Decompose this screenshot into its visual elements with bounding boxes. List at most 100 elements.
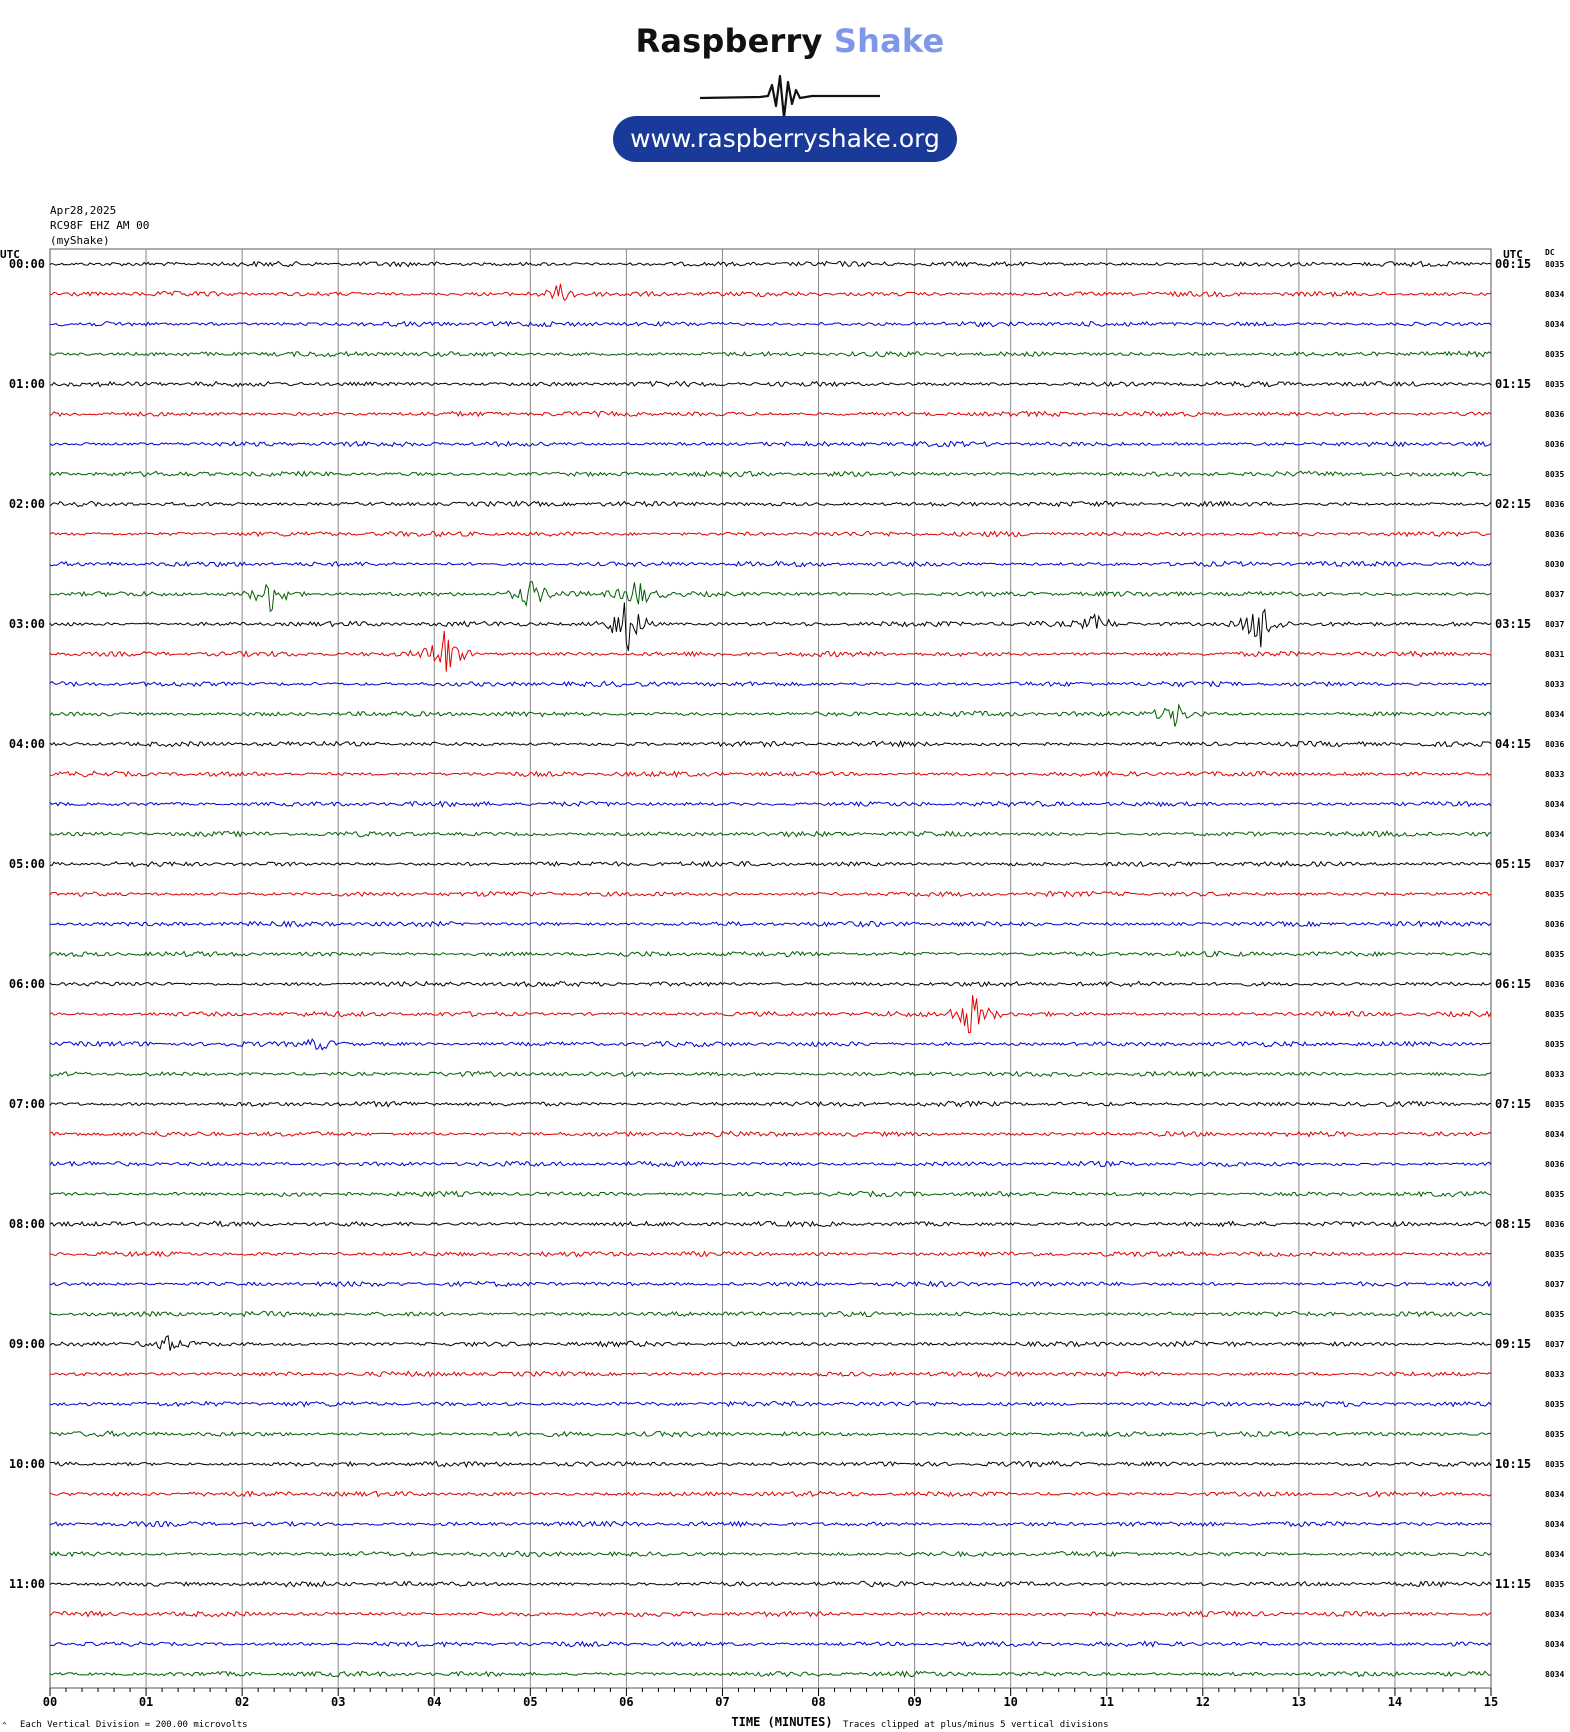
dc-header: DC [1545,248,1555,257]
x-tick-label-11: 11 [1100,1695,1114,1709]
right-time-label-03:15: 03:15 [1495,617,1531,631]
trace-0515 [49,890,1492,898]
trace-0030 [49,320,1492,328]
trace-1100 [49,1580,1492,1588]
trace-0245 [49,581,1492,613]
dc-label: 8034 [1545,1550,1564,1559]
dc-label: 8037 [1545,620,1564,629]
dc-label: 8033 [1545,680,1564,689]
logo-title: Raspberry Shake [600,22,980,60]
x-tick-label-06: 06 [619,1695,633,1709]
trace-1130 [49,1640,1492,1648]
left-time-label-08:00: 08:00 [9,1217,45,1231]
trace-0800 [49,1220,1491,1228]
trace-1015 [49,1490,1492,1498]
dc-label: 8034 [1545,1610,1564,1619]
dc-label: 8036 [1545,920,1564,929]
dc-label: 8036 [1545,410,1564,419]
right-time-label-00:15: 00:15 [1495,257,1531,271]
left-time-label-00:00: 00:00 [9,257,45,271]
left-time-label-02:00: 02:00 [9,497,45,511]
x-tick-label-01: 01 [139,1695,153,1709]
dc-label: 8037 [1545,1340,1564,1349]
trace-0830 [49,1280,1492,1288]
x-tick-label-04: 04 [427,1695,441,1709]
trace-0700 [49,1100,1492,1108]
left-time-label-01:00: 01:00 [9,377,45,391]
logo-name-part2: Shake [833,22,945,60]
right-time-label-01:15: 01:15 [1495,377,1531,391]
dc-label: 8036 [1545,440,1564,449]
trace-0600 [49,980,1492,988]
dc-label: 8035 [1545,1010,1564,1019]
plot-frame [49,248,1492,1689]
trace-0945 [49,1430,1492,1438]
trace-0915 [49,1370,1492,1378]
trace-0115 [49,410,1492,418]
trace-0200 [49,500,1492,508]
trace-0845 [49,1310,1492,1318]
dc-label: 8036 [1545,1160,1564,1169]
trace-0815 [50,1250,1492,1258]
dc-label: 8037 [1545,860,1564,869]
trace-1030 [49,1520,1492,1528]
trace-0045 [49,350,1492,358]
dc-label: 8034 [1545,710,1564,719]
trace-1145 [49,1670,1492,1679]
trace-0100 [49,380,1492,388]
x-axis-title: TIME (MINUTES) [731,1715,832,1729]
left-time-label-05:00: 05:00 [9,857,45,871]
trace-0015 [49,283,1492,302]
dc-label: 8034 [1545,830,1564,839]
trace-0315 [49,630,1492,672]
left-axis-header: UTC [0,248,20,261]
dc-label: 8033 [1545,1070,1564,1079]
trace-1000 [49,1460,1492,1468]
raspberry-shake-logo: Raspberry Shake www.raspberryshake.org [600,18,980,168]
dc-label: 8035 [1545,1400,1564,1409]
right-time-label-07:15: 07:15 [1495,1097,1531,1111]
dc-label: 8030 [1545,560,1564,569]
trace-0445 [49,830,1492,838]
trace-0730 [49,1160,1492,1168]
dc-label: 8035 [1545,1310,1564,1319]
dc-label: 8035 [1545,470,1564,479]
x-tick-label-08: 08 [811,1695,825,1709]
dc-label: 8037 [1545,590,1564,599]
trace-1045 [49,1550,1492,1558]
left-time-label-09:00: 09:00 [9,1337,45,1351]
x-tick-label-12: 12 [1196,1695,1210,1709]
right-time-label-02:15: 02:15 [1495,497,1531,511]
dc-label: 8035 [1545,1100,1564,1109]
right-axis-header: UTC [1503,248,1523,261]
dc-label: 8036 [1545,980,1564,989]
dc-label: 8036 [1545,500,1564,509]
dc-label: 8036 [1545,740,1564,749]
trace-0130 [49,440,1492,448]
left-time-label-03:00: 03:00 [9,617,45,631]
trace-0000 [49,260,1492,268]
chart-date: Apr28,2025 [50,204,117,217]
left-time-label-11:00: 11:00 [9,1577,45,1591]
right-time-label-09:15: 09:15 [1495,1337,1531,1351]
trace-0900 [49,1335,1492,1351]
trace-0215 [49,530,1492,538]
x-tick-label-14: 14 [1388,1695,1402,1709]
right-time-label-04:15: 04:15 [1495,737,1531,751]
x-tick-label-10: 10 [1003,1695,1017,1709]
trace-0745 [49,1190,1492,1198]
website-url-button[interactable]: www.raspberryshake.org [613,116,957,162]
left-time-label-06:00: 06:00 [9,977,45,991]
dc-label: 8033 [1545,1370,1564,1379]
x-tick-label-00: 00 [43,1695,57,1709]
trace-0300 [49,602,1492,651]
trace-0715 [49,1130,1492,1138]
trace-0230 [49,560,1492,568]
dc-label: 8034 [1545,1520,1564,1529]
right-time-label-11:15: 11:15 [1495,1577,1531,1591]
dc-label: 8037 [1545,1280,1564,1289]
dc-label: 8035 [1545,1250,1564,1259]
dc-label: 8035 [1545,1430,1564,1439]
dc-label: 8035 [1545,1580,1564,1589]
